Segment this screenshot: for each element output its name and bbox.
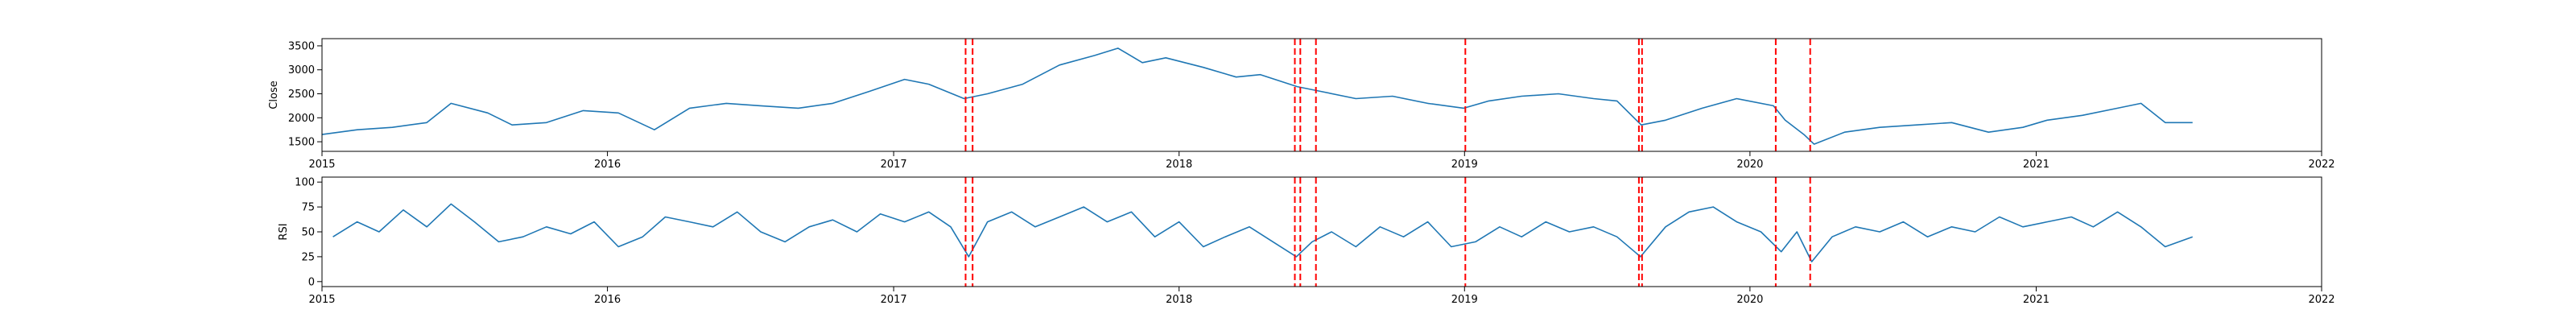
y-tick-label-0: 0 <box>308 276 315 288</box>
y-tick-label-2500: 2500 <box>288 89 315 101</box>
x-tick-label-2015: 2015 <box>308 159 335 171</box>
y-tick-label-1500: 1500 <box>288 137 315 149</box>
y-tick-label-3500: 3500 <box>288 40 315 52</box>
close-price-plot: 2015 2016 2017 2018 2019 2020 2021 2022 1500 2000… <box>268 38 2335 171</box>
y-tick-label-75: 75 <box>301 202 315 214</box>
x-tick-label-2019: 2019 <box>1451 159 1478 171</box>
x-tick-label-2016: 2016 <box>594 159 621 171</box>
x-tick-label-2021: 2021 <box>2023 159 2050 171</box>
x-tick-label-2017: 2017 <box>881 294 907 306</box>
x-tick-label-2018: 2018 <box>1166 294 1192 306</box>
x-tick-label-2015: 2015 <box>308 294 335 306</box>
y-tick-label-2000: 2000 <box>288 113 315 125</box>
x-tick-label-2016: 2016 <box>594 294 621 306</box>
x-tick-label-2022: 2022 <box>2308 294 2334 306</box>
x-tick-label-2021: 2021 <box>2023 294 2050 306</box>
rsi-plot: 2015 2016 2017 2018 2019 2020 2021 2022 0 25 50 75 1… <box>278 176 2335 306</box>
x-tick-label-2019: 2019 <box>1451 294 1478 306</box>
x-tick-label-2020: 2020 <box>1736 159 1763 171</box>
x-tick-label-2022: 2022 <box>2308 159 2334 171</box>
y-axis-label: Close <box>268 80 280 109</box>
y-tick-label-3000: 3000 <box>288 64 315 76</box>
x-tick-label-2017: 2017 <box>881 159 907 171</box>
y-tick-label-50: 50 <box>301 227 315 239</box>
series-line-0 <box>332 203 2193 262</box>
x-tick-label-2020: 2020 <box>1736 294 1763 306</box>
x-tick-label-2018: 2018 <box>1166 159 1192 171</box>
axes-frame <box>321 38 2322 152</box>
y-tick-label-100: 100 <box>295 177 315 189</box>
series-line-0 <box>321 47 2193 145</box>
y-axis-label: RSI <box>278 223 290 240</box>
y-tick-label-25: 25 <box>301 251 315 263</box>
